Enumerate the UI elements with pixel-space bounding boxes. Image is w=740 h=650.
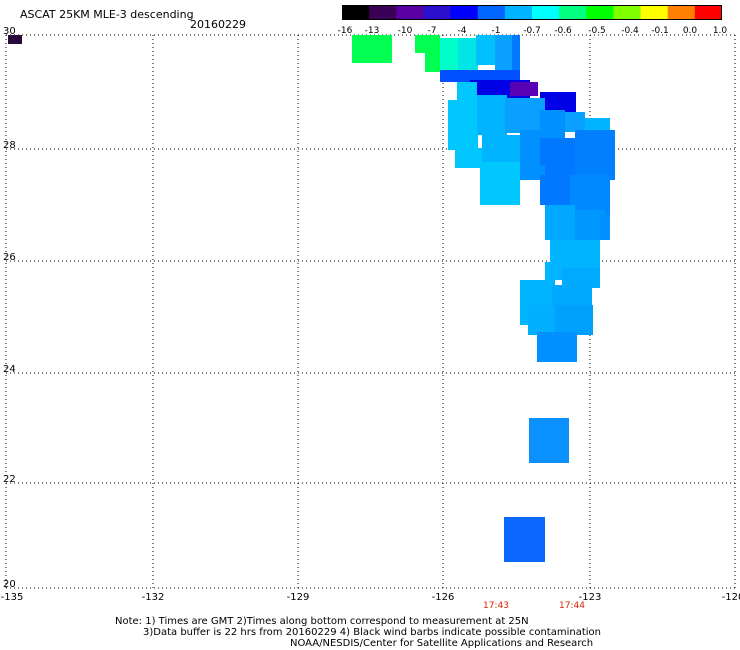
wind-cell: [415, 35, 440, 53]
colorbar-label: -7: [427, 26, 437, 36]
colorbar: [342, 5, 722, 20]
lat-label: 24: [3, 364, 16, 375]
lat-label: 22: [3, 474, 16, 485]
colorbar-label: 1.0: [712, 26, 728, 36]
wind-cell: [504, 517, 545, 562]
wind-cell: [540, 92, 576, 112]
colorbar-swatch: [342, 5, 370, 20]
wind-cell: [540, 138, 575, 178]
colorbar-label: -0.6: [554, 26, 572, 36]
wind-cell: [565, 112, 585, 132]
lon-label: -132: [141, 592, 165, 603]
wind-cell: [555, 305, 593, 335]
footer-note-2: 3)Data buffer is 22 hrs from 20160229 4)…: [143, 627, 601, 638]
wind-cell: [562, 268, 600, 288]
wind-cell: [545, 262, 565, 280]
footer-note-1: Note: 1) Times are GMT 2)Times along bot…: [115, 616, 529, 627]
colorbar-label: -13: [364, 26, 380, 36]
wind-cell: [458, 38, 478, 70]
colorbar-swatch: [559, 5, 587, 20]
wind-cell: [540, 175, 570, 205]
colorbar-swatch: [667, 5, 696, 20]
colorbar-swatch: [504, 5, 533, 20]
lat-label: 26: [3, 252, 16, 263]
colorbar-label: -0.4: [621, 26, 639, 36]
wind-cell: [448, 100, 478, 150]
wind-cell: [600, 215, 610, 240]
colorbar-label: -0.5: [588, 26, 606, 36]
wind-cell: [505, 98, 545, 133]
wind-cell: [425, 52, 441, 72]
lon-label: -126: [431, 592, 455, 603]
wind-cell: [529, 418, 569, 463]
wind-cell: [476, 35, 496, 65]
wind-cell: [477, 95, 507, 135]
wind-cell: [440, 70, 520, 82]
colorbar-label: -1: [491, 26, 501, 36]
colorbar-swatch: [613, 5, 642, 20]
wind-cell: [575, 130, 615, 180]
colorbar-label: -0.1: [651, 26, 669, 36]
colorbar-swatch: [586, 5, 614, 20]
wind-cell: [537, 332, 577, 362]
time-label-1: 17:43: [483, 601, 509, 611]
colorbar-swatch: [450, 5, 479, 20]
colorbar-label: -16: [337, 26, 353, 36]
lat-label: 30: [3, 26, 16, 37]
wind-cell: [495, 35, 513, 75]
colorbar-label: -10: [397, 26, 413, 36]
colorbar-swatch: [640, 5, 669, 20]
wind-cell: [528, 305, 558, 335]
wind-cell: [440, 38, 460, 73]
time-label-2: 17:44: [559, 601, 585, 611]
wind-cell: [482, 135, 522, 165]
lon-label: -123: [578, 592, 602, 603]
wind-cell: [570, 175, 610, 215]
colorbar-label: -4: [457, 26, 467, 36]
lat-label: 28: [3, 140, 16, 151]
lat-label: 20: [3, 579, 16, 590]
wind-cell: [455, 148, 485, 168]
wind-cell: [520, 165, 545, 180]
colorbar-swatch: [477, 5, 506, 20]
colorbar-swatch: [532, 5, 560, 20]
map-title: ASCAT 25KM MLE-3 descending: [20, 8, 194, 21]
lon-label: -135: [0, 592, 24, 603]
wind-cell: [352, 35, 392, 63]
lon-label: -129: [286, 592, 310, 603]
wind-cell: [512, 35, 520, 80]
colorbar-label: 0.0: [682, 26, 698, 36]
wind-cell: [545, 205, 575, 240]
data-swath: [8, 35, 615, 562]
colorbar-swatch: [396, 5, 424, 20]
colorbar-swatch: [694, 5, 722, 20]
lon-label: -120: [721, 592, 740, 603]
colorbar-swatch: [423, 5, 452, 20]
colorbar-swatch: [369, 5, 397, 20]
wind-cell: [510, 82, 538, 96]
wind-cell: [480, 162, 520, 205]
wind-cell: [8, 35, 22, 44]
lat-lon-grid: [5, 34, 736, 589]
colorbar-label: -0.7: [523, 26, 541, 36]
footer-credit: NOAA/NESDIS/Center for Satellite Applica…: [290, 638, 594, 649]
map-date: 20160229: [190, 18, 246, 31]
